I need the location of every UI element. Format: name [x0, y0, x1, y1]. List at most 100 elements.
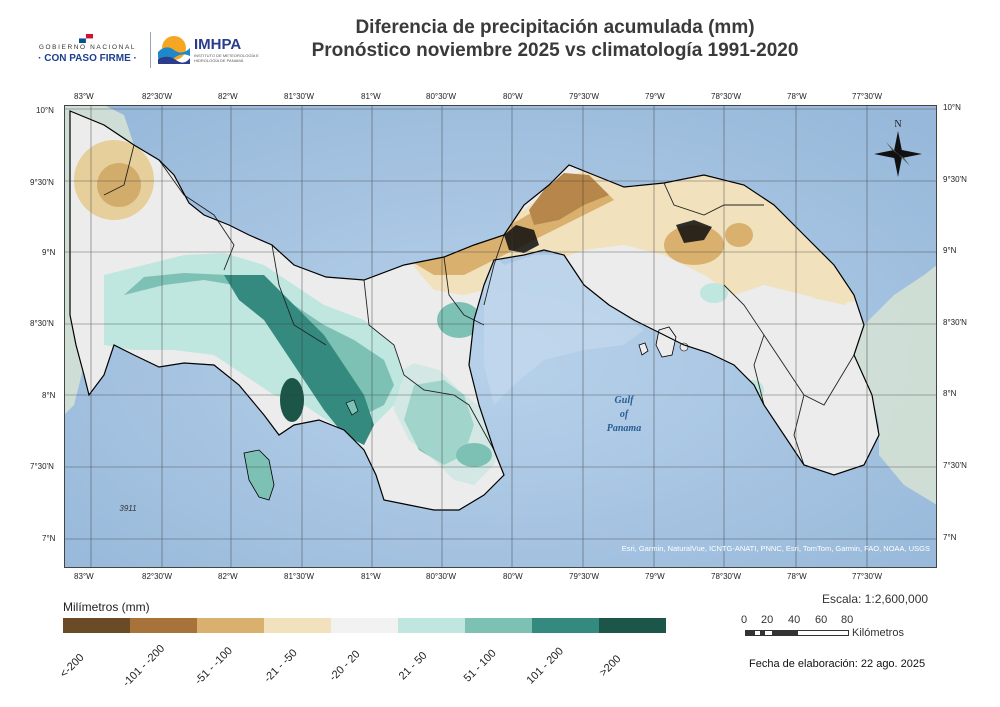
province-border	[663, 182, 764, 216]
gobierno-line1: GOBIERNO NACIONAL	[38, 44, 137, 51]
scale-tick: 80	[841, 614, 854, 626]
legend-label: -101 - -200	[120, 642, 168, 690]
logo-divider	[150, 32, 151, 68]
panama-flag-icon	[79, 34, 93, 43]
scale-tick: 40	[788, 614, 801, 626]
imhpa-wave-icon	[158, 36, 190, 64]
province-border	[753, 334, 765, 406]
zone-21-50	[700, 283, 728, 303]
legend-swatch	[599, 618, 666, 633]
title-line2: Pronóstico noviembre 2025 vs climatologí…	[311, 40, 799, 61]
zone-minus51-100	[725, 223, 753, 247]
legend-label: -51 - -100	[192, 644, 235, 688]
lon-label-top: 79°W	[645, 92, 665, 101]
lon-label-top: 82°30'W	[142, 92, 173, 101]
zone-101-200	[224, 275, 374, 445]
lat-label-right: 9°30'N	[943, 175, 967, 184]
province-border	[103, 144, 135, 196]
lat-label-right: 8°30'N	[943, 318, 967, 327]
legend-swatch	[465, 618, 532, 633]
lon-label-top: 77°30'W	[852, 92, 883, 101]
legend-swatch	[197, 618, 264, 633]
shelf-shading	[484, 245, 644, 405]
scale-bar	[745, 630, 849, 636]
lon-label-bottom: 78°W	[787, 572, 807, 581]
legend-swatch	[398, 618, 465, 633]
lat-label-left: 7°N	[42, 534, 56, 543]
lon-label-top: 82°W	[218, 92, 238, 101]
north-label: N	[894, 119, 901, 130]
legend-label: -20 - 20	[327, 648, 363, 684]
lon-label-top: 81°W	[361, 92, 381, 101]
province-border	[158, 159, 235, 271]
lat-label-left: 10°N	[36, 106, 54, 115]
legend-title: Milímetros (mm)	[63, 600, 150, 614]
lon-label-bottom: 80°30'W	[426, 572, 457, 581]
lon-label-bottom: 83°W	[74, 572, 94, 581]
coiba-island	[243, 449, 275, 501]
legend-label: 21 - 50	[396, 649, 430, 683]
panama-coastline	[69, 110, 880, 511]
lon-label-top: 80°30'W	[426, 92, 457, 101]
lat-label-right: 10°N	[943, 103, 961, 112]
map-attribution: Esri, Garmin, NaturalVue, ICNTG-ANATI, P…	[622, 544, 930, 553]
lon-label-top: 80°W	[503, 92, 523, 101]
lat-label-left: 9°N	[42, 248, 56, 257]
lon-label-top: 78°W	[787, 92, 807, 101]
island-small	[345, 399, 359, 416]
lon-label-bottom: 78°30'W	[711, 572, 742, 581]
lat-label-left: 8°N	[42, 391, 56, 400]
lon-label-bottom: 81°W	[361, 572, 381, 581]
imhpa-logo: IMHPA INSTITUTO DE METEOROLOGÍA E HIDROL…	[156, 32, 259, 68]
lat-label-left: 8°30'N	[30, 319, 54, 328]
gulf-label-2: of	[620, 409, 630, 420]
legend-swatch	[63, 618, 130, 633]
province-border	[793, 394, 805, 466]
gulf-label-3: Panama	[607, 423, 641, 434]
map-frame[interactable]: Gulf of Panama 3911 Esri, Garmin, Natura…	[64, 105, 937, 568]
gatun-lake	[504, 225, 539, 253]
legend-label: 101 - 200	[524, 645, 566, 687]
legend-label: 51 - 100	[461, 647, 499, 685]
pearl-islands	[655, 326, 677, 358]
zone-51-100	[437, 302, 481, 338]
lon-label-bottom: 79°30'W	[569, 572, 600, 581]
lat-label-left: 7°30'N	[30, 462, 54, 471]
lon-label-bottom: 79°W	[645, 572, 665, 581]
zone-over200	[280, 378, 304, 422]
imhpa-name: IMHPA	[194, 36, 242, 53]
scale-tick: 60	[815, 614, 828, 626]
legend-swatch	[130, 618, 197, 633]
lon-label-top: 78°30'W	[711, 92, 742, 101]
pearl-islands-small	[638, 342, 649, 356]
lon-label-bottom: 81°30'W	[284, 572, 315, 581]
bayano-lake	[676, 220, 712, 243]
lon-label-bottom: 82°W	[218, 572, 238, 581]
lat-label-left: 9°30'N	[30, 178, 54, 187]
lon-label-top: 79°30'W	[569, 92, 600, 101]
province-border	[271, 244, 327, 346]
scale-unit: Kilómetros	[852, 627, 904, 639]
lat-label-right: 7°30'N	[943, 461, 967, 470]
north-arrow-icon: N	[874, 119, 922, 177]
zone-minus51-100	[97, 163, 141, 207]
map-canvas[interactable]: Gulf of Panama 3911 Esri, Garmin, Natura…	[64, 105, 937, 568]
legend-label: -21 - -50	[261, 647, 300, 685]
lon-label-bottom: 80°W	[503, 572, 523, 581]
legend-label: >200	[597, 652, 624, 680]
imhpa-subtitle: INSTITUTO DE METEOROLOGÍA E HIDROLOGÍA D…	[194, 53, 259, 63]
scale-tick: 0	[741, 614, 748, 626]
legend-swatch	[264, 618, 331, 633]
title-line1: Diferencia de precipitación acumulada (m…	[355, 17, 755, 38]
scale-text: Escala: 1:2,600,000	[822, 592, 929, 606]
lon-label-bottom: 77°30'W	[852, 572, 883, 581]
creation-date: Fecha de elaboración: 22 ago. 2025	[749, 658, 926, 670]
map-title: Diferencia de precipitación acumulada (m…	[260, 16, 850, 62]
scale-ticks: 0 20 40 60 80	[741, 614, 861, 626]
zone-minus51-100	[664, 225, 724, 265]
lon-label-top: 81°30'W	[284, 92, 315, 101]
gobierno-nacional-logo: GOBIERNO NACIONAL · CON PASO FIRME ·	[30, 34, 145, 68]
scale-tick: 20	[761, 614, 774, 626]
legend-swatch	[331, 618, 398, 633]
island-dot	[679, 342, 689, 352]
